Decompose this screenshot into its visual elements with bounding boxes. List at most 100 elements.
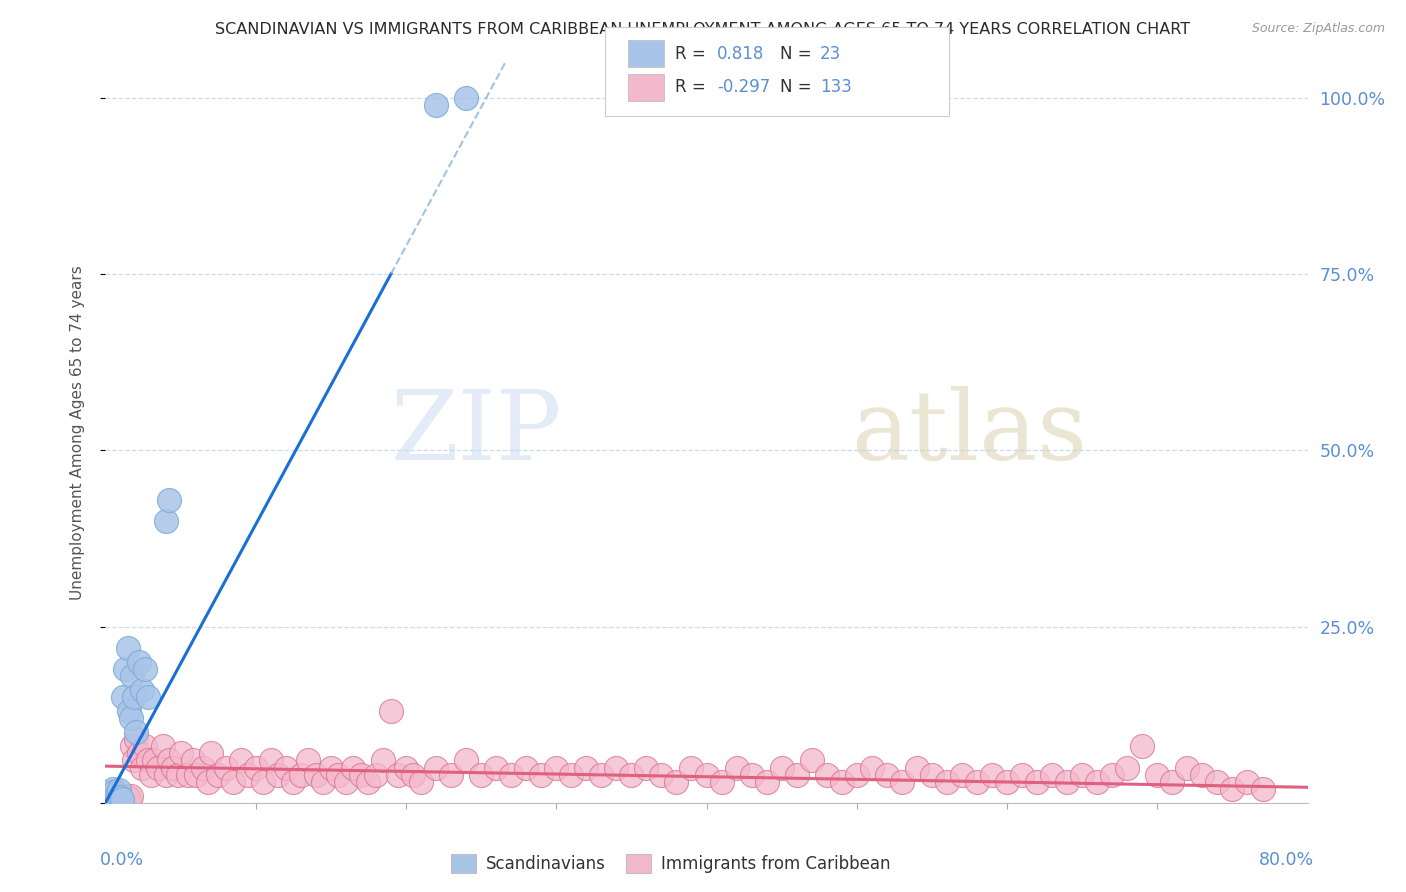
Point: [786, 767, 808, 781]
Point: [921, 767, 943, 781]
Point: [101, 790, 124, 805]
Point: [118, 792, 141, 806]
Point: [214, 760, 236, 774]
Point: [1056, 774, 1078, 789]
Point: [395, 760, 418, 774]
Point: [169, 747, 191, 761]
Point: [409, 774, 432, 789]
Point: [1222, 781, 1244, 796]
Point: [995, 774, 1018, 789]
Point: [1146, 767, 1168, 781]
Text: N =: N =: [780, 45, 817, 62]
Point: [328, 767, 350, 781]
Point: [350, 767, 373, 781]
Point: [134, 739, 156, 754]
Text: 133: 133: [820, 78, 852, 96]
Point: [319, 760, 342, 774]
Point: [122, 690, 145, 704]
Point: [200, 747, 222, 761]
Point: [364, 767, 387, 781]
Point: [342, 760, 364, 774]
Point: [121, 669, 143, 683]
Point: [650, 767, 672, 781]
Point: [560, 767, 582, 781]
Point: [725, 760, 748, 774]
Point: [104, 788, 127, 802]
Point: [966, 774, 988, 789]
Text: SCANDINAVIAN VS IMMIGRANTS FROM CARIBBEAN UNEMPLOYMENT AMONG AGES 65 TO 74 YEARS: SCANDINAVIAN VS IMMIGRANTS FROM CARIBBEA…: [215, 22, 1191, 37]
Point: [155, 514, 177, 528]
Point: [710, 774, 733, 789]
Point: [530, 767, 553, 781]
Point: [101, 781, 124, 796]
Point: [118, 704, 141, 718]
Point: [1130, 739, 1153, 754]
Point: [131, 760, 153, 774]
Point: [207, 767, 229, 781]
Point: [157, 492, 180, 507]
Text: 80.0%: 80.0%: [1258, 851, 1313, 869]
Point: [501, 767, 523, 781]
Point: [100, 785, 122, 799]
Point: [166, 767, 188, 781]
Point: [1236, 774, 1258, 789]
Point: [131, 683, 153, 698]
Point: [890, 774, 912, 789]
Point: [380, 704, 402, 718]
Point: [845, 767, 868, 781]
Point: [110, 790, 132, 805]
Point: [107, 792, 129, 806]
Point: [124, 732, 146, 747]
Point: [665, 774, 688, 789]
Point: [115, 789, 138, 803]
Point: [440, 767, 463, 781]
Text: R =: R =: [675, 45, 711, 62]
Point: [357, 774, 380, 789]
Point: [117, 790, 139, 805]
Point: [454, 754, 477, 768]
Point: [146, 760, 169, 774]
Point: [696, 767, 718, 781]
Point: [312, 774, 335, 789]
Point: [197, 774, 219, 789]
Point: [1251, 781, 1274, 796]
Point: [98, 792, 121, 806]
Point: [97, 789, 120, 803]
Point: [1011, 767, 1033, 781]
Text: R =: R =: [675, 78, 711, 96]
Point: [117, 640, 139, 655]
Point: [155, 767, 177, 781]
Point: [252, 774, 274, 789]
Point: [128, 655, 150, 669]
Point: [831, 774, 853, 789]
Text: N =: N =: [780, 78, 817, 96]
Point: [191, 760, 214, 774]
Point: [297, 754, 319, 768]
Point: [425, 760, 447, 774]
Point: [110, 789, 132, 803]
Point: [1161, 774, 1184, 789]
Point: [152, 739, 174, 754]
Point: [124, 725, 146, 739]
Point: [591, 767, 613, 781]
Point: [114, 662, 136, 676]
Point: [470, 767, 492, 781]
Point: [112, 690, 135, 704]
Point: [950, 767, 973, 781]
Point: [177, 767, 200, 781]
Point: [636, 760, 658, 774]
Point: [107, 792, 129, 806]
Text: 0.0%: 0.0%: [100, 851, 143, 869]
Point: [142, 754, 165, 768]
Point: [1191, 767, 1213, 781]
Legend: Scandinavians, Immigrants from Caribbean: Scandinavians, Immigrants from Caribbean: [444, 847, 897, 880]
Point: [1071, 767, 1094, 781]
Text: atlas: atlas: [851, 385, 1087, 480]
Point: [515, 760, 537, 774]
Point: [134, 662, 156, 676]
Point: [120, 711, 142, 725]
Point: [157, 754, 180, 768]
Point: [860, 760, 883, 774]
Point: [905, 760, 928, 774]
Point: [305, 767, 328, 781]
